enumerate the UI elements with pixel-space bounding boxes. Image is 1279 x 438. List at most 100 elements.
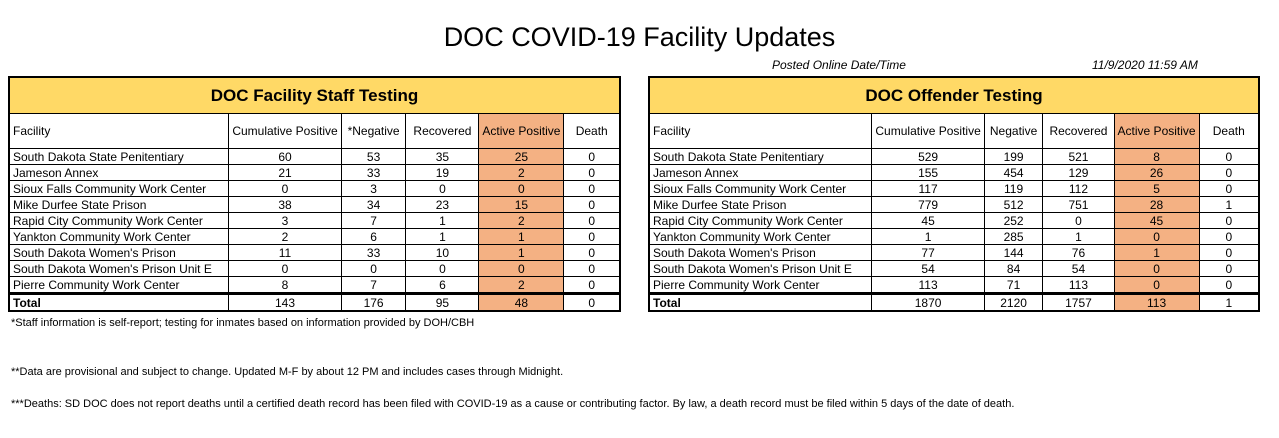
table-row: South Dakota State Penitentiary 60 53 35 25 0 xyxy=(8,148,621,165)
table-row: Jameson Annex 155 454 129 26 0 xyxy=(648,164,1260,181)
value-cell: 33 xyxy=(340,164,407,181)
total-row: Total 143 176 95 48 0 xyxy=(8,292,621,312)
value-cell: 1 xyxy=(478,228,565,245)
total-label: Total xyxy=(648,292,873,312)
value-cell: 0 xyxy=(1198,180,1260,197)
value-cell: 0 xyxy=(563,148,621,165)
total-cell: 1757 xyxy=(1042,292,1115,312)
value-cell: 113 xyxy=(1042,276,1115,294)
value-cell: 19 xyxy=(405,164,480,181)
total-cell: 176 xyxy=(340,292,407,312)
value-cell: 23 xyxy=(405,196,480,213)
value-cell: 1 xyxy=(405,212,480,229)
value-cell: 0 xyxy=(1198,244,1260,261)
value-cell: 71 xyxy=(983,276,1044,294)
value-cell: 28 xyxy=(1113,196,1200,213)
total-cell: 1 xyxy=(1198,292,1260,312)
column-header: Death xyxy=(1198,113,1260,149)
note-provisional: **Data are provisional and subject to ch… xyxy=(11,366,564,378)
value-cell: 15 xyxy=(478,196,565,213)
value-cell: 3 xyxy=(340,180,407,197)
value-cell: 1 xyxy=(1113,244,1200,261)
value-cell: 8 xyxy=(228,276,342,294)
value-cell: 0 xyxy=(563,212,621,229)
value-cell: 751 xyxy=(1042,196,1115,213)
column-header: Recovered xyxy=(405,113,480,149)
facility-cell: Rapid City Community Work Center xyxy=(8,212,230,229)
value-cell: 779 xyxy=(871,196,985,213)
value-cell: 34 xyxy=(340,196,407,213)
value-cell: 521 xyxy=(1042,148,1115,165)
value-cell: 0 xyxy=(340,260,407,277)
value-cell: 0 xyxy=(1113,228,1200,245)
total-cell: 113 xyxy=(1113,292,1200,312)
value-cell: 35 xyxy=(405,148,480,165)
page-title: DOC COVID-19 Facility Updates xyxy=(443,22,836,52)
value-cell: 1 xyxy=(405,228,480,245)
value-cell: 54 xyxy=(1042,260,1115,277)
value-cell: 113 xyxy=(871,276,985,294)
value-cell: 21 xyxy=(228,164,342,181)
value-cell: 54 xyxy=(871,260,985,277)
value-cell: 5 xyxy=(1113,180,1200,197)
value-cell: 76 xyxy=(1042,244,1115,261)
table-row: Rapid City Community Work Center 45 252 0 45… xyxy=(648,212,1260,229)
value-cell: 2 xyxy=(478,212,565,229)
column-header: Cumulative Positive xyxy=(228,113,342,149)
total-row: Total 1870 2120 1757 113 1 xyxy=(648,292,1260,312)
table-row: Pierre Community Work Center 8 7 6 2 0 xyxy=(8,276,621,294)
value-cell: 285 xyxy=(983,228,1044,245)
value-cell: 199 xyxy=(983,148,1044,165)
facility-cell: Yankton Community Work Center xyxy=(648,228,873,245)
value-cell: 0 xyxy=(563,260,621,277)
value-cell: 45 xyxy=(1113,212,1200,229)
column-header: Active Positive xyxy=(478,113,565,149)
value-cell: 45 xyxy=(871,212,985,229)
value-cell: 0 xyxy=(563,196,621,213)
staff-testing-table: DOC Facility Staff Testing Facility Cumu… xyxy=(8,76,621,312)
facility-cell: Jameson Annex xyxy=(648,164,873,181)
table-row: Sioux Falls Community Work Center 117 119 1… xyxy=(648,180,1260,197)
table-row: Yankton Community Work Center 1 285 1 0 0 xyxy=(648,228,1260,245)
facility-cell: South Dakota Women's Prison xyxy=(8,244,230,261)
value-cell: 10 xyxy=(405,244,480,261)
column-header: Negative xyxy=(983,113,1044,149)
value-cell: 0 xyxy=(478,260,565,277)
facility-cell: South Dakota Women's Prison Unit E xyxy=(8,260,230,277)
value-cell: 2 xyxy=(228,228,342,245)
facility-cell: South Dakota State Penitentiary xyxy=(8,148,230,165)
value-cell: 0 xyxy=(405,260,480,277)
value-cell: 0 xyxy=(228,260,342,277)
value-cell: 0 xyxy=(1042,212,1115,229)
value-cell: 0 xyxy=(1198,276,1260,294)
column-header: Death xyxy=(563,113,621,149)
value-cell: 119 xyxy=(983,180,1044,197)
value-cell: 11 xyxy=(228,244,342,261)
table-row: South Dakota Women's Prison Unit E 54 84 54… xyxy=(648,260,1260,277)
facility-cell: South Dakota Women's Prison Unit E xyxy=(648,260,873,277)
offender-testing-table: DOC Offender Testing Facility Cumulative… xyxy=(648,76,1260,312)
value-cell: 0 xyxy=(563,228,621,245)
posted-label: Posted Online Date/Time xyxy=(772,58,906,72)
note-deaths: ***Deaths: SD DOC does not report deaths… xyxy=(11,398,1015,410)
value-cell: 53 xyxy=(340,148,407,165)
value-cell: 144 xyxy=(983,244,1044,261)
value-cell: 0 xyxy=(478,180,565,197)
column-header: Active Positive xyxy=(1113,113,1200,149)
value-cell: 77 xyxy=(871,244,985,261)
value-cell: 0 xyxy=(228,180,342,197)
table-row: Sioux Falls Community Work Center 0 3 0 0 0 xyxy=(8,180,621,197)
value-cell: 3 xyxy=(228,212,342,229)
value-cell: 2 xyxy=(478,164,565,181)
value-cell: 0 xyxy=(1198,164,1260,181)
total-label: Total xyxy=(8,292,230,312)
value-cell: 0 xyxy=(563,276,621,294)
total-cell: 143 xyxy=(228,292,342,312)
column-header: Facility xyxy=(8,113,230,149)
value-cell: 7 xyxy=(340,212,407,229)
value-cell: 0 xyxy=(563,244,621,261)
total-cell: 0 xyxy=(563,292,621,312)
table-row: Jameson Annex 21 33 19 2 0 xyxy=(8,164,621,181)
value-cell: 2 xyxy=(478,276,565,294)
